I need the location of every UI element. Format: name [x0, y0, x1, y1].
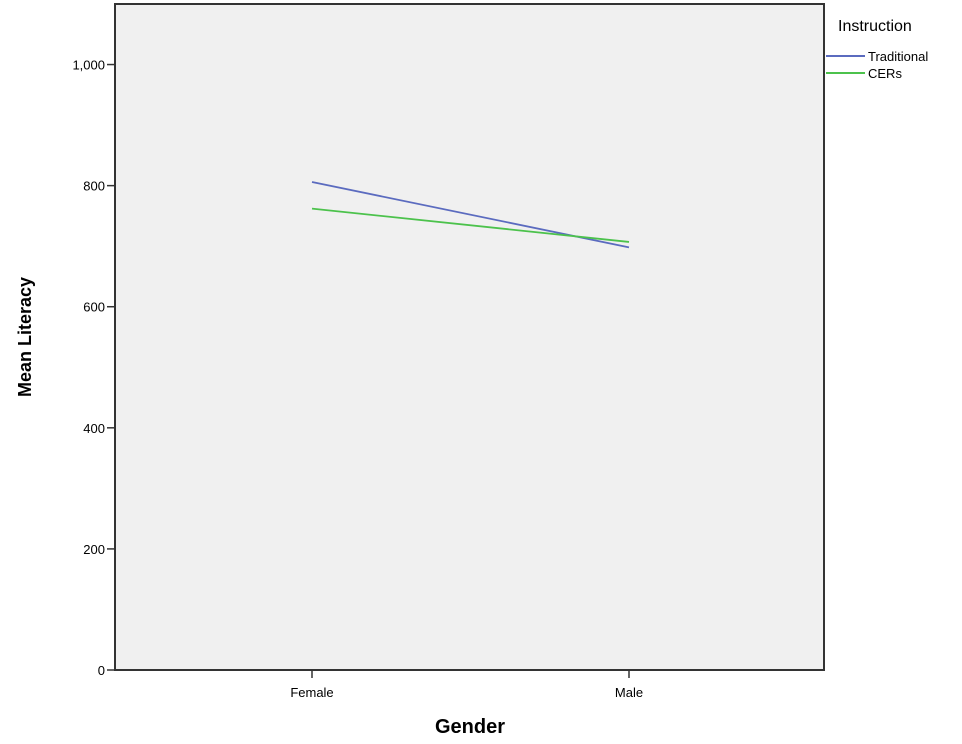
- y-axis-title: Mean Literacy: [15, 277, 35, 397]
- series-line-cers: [311, 207, 630, 243]
- legend-label: CERs: [868, 66, 902, 81]
- x-tick-label: Male: [615, 685, 643, 700]
- y-tick-label: 0: [98, 663, 105, 678]
- y-tick-label: 800: [83, 179, 105, 194]
- legend-label: Traditional: [868, 49, 928, 64]
- y-tick-label: 200: [83, 542, 105, 557]
- x-tick-label: Female: [290, 685, 333, 700]
- y-tick-label: 400: [83, 421, 105, 436]
- legend-title: Instruction: [838, 18, 912, 35]
- x-axis-title: Gender: [435, 716, 505, 738]
- legend: Instruction Traditional CERs: [826, 18, 928, 81]
- x-axis: Female Male: [290, 670, 643, 700]
- series-lines: [311, 181, 630, 249]
- y-axis: 0 200 400 600 800 1,000: [72, 58, 115, 678]
- y-tick-label: 1,000: [72, 58, 105, 73]
- plot-area: [114, 3, 825, 671]
- y-tick-label: 600: [83, 300, 105, 315]
